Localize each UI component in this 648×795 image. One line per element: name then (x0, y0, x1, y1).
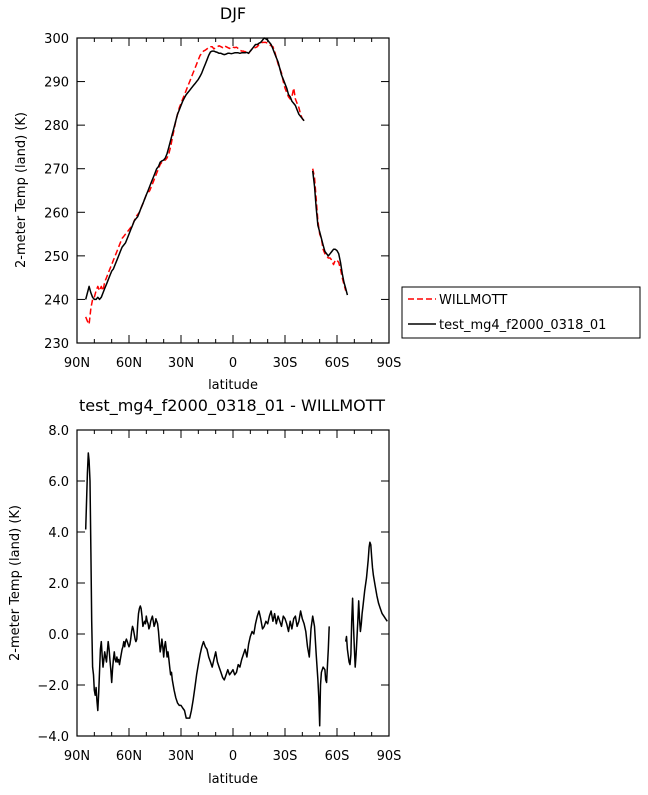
top-x-tick-label: 60N (116, 356, 142, 371)
bottom-x-tick-label: 30S (273, 749, 298, 764)
bottom-x-tick-labels: 90N 60N 30N 0 30S 60S 90S (64, 749, 402, 764)
bottom-series-0-segment-0 (84, 452, 330, 727)
top-series-1-segment-1 (311, 170, 349, 296)
bottom-y-tick-labels: −4.0 −2.0 0.0 2.0 4.0 6.0 8.0 (37, 424, 69, 745)
bottom-y-tick-label: 0.0 (48, 628, 69, 643)
bottom-plot-frame (76, 429, 390, 737)
top-y-tick-label: 230 (44, 337, 69, 352)
legend-label-model: test_mg4_f2000_0318_01 (439, 318, 606, 333)
top-y-tick-label: 270 (44, 163, 69, 178)
bottom-x-tick-label: 90S (377, 749, 402, 764)
top-x-tick-label: 60S (325, 356, 350, 371)
legend-label-willmott: WILLMOTT (439, 293, 507, 308)
top-x-tick-label: 30N (168, 356, 194, 371)
legend-box (401, 286, 641, 339)
top-y-tick-label: 260 (44, 206, 69, 221)
bottom-y-axis-label: 2-meter Temp (land) (K) (8, 505, 23, 661)
bottom-plot-lines (84, 452, 388, 727)
legend: WILLMOTT test_mg4_f2000_0318_01 (401, 286, 641, 339)
top-panel: DJF 90N 60N 30N 0 30S 60S 90S 2302402502602702… (14, 4, 401, 393)
top-x-tick-labels: 90N 60N 30N 0 30S 60S 90S (64, 356, 402, 371)
bottom-y-tick-label: 8.0 (48, 424, 69, 439)
bottom-y-tick-label: 6.0 (48, 475, 69, 490)
bottom-x-tick-label: 0 (229, 749, 237, 764)
top-ticks (76, 37, 390, 344)
bottom-x-tick-label: 60S (325, 749, 350, 764)
top-y-tick-label: 280 (44, 119, 69, 134)
bottom-y-tick-label: −2.0 (37, 679, 69, 694)
top-x-tick-label: 90S (377, 356, 402, 371)
bottom-chart-title: test_mg4_f2000_0318_01 - WILLMOTT (79, 396, 385, 416)
bottom-x-tick-label: 90N (64, 749, 90, 764)
top-y-tick-label: 250 (44, 250, 69, 265)
bottom-x-axis-label: latitude (208, 772, 258, 787)
bottom-x-tick-label: 30N (168, 749, 194, 764)
top-x-tick-label: 0 (229, 356, 237, 371)
top-y-tick-label: 290 (44, 76, 69, 91)
top-y-tick-labels: 230 240 250 260 270 280 290 300 (44, 32, 69, 352)
top-chart-title: DJF (220, 4, 246, 23)
bottom-y-tick-label: 2.0 (48, 577, 69, 592)
bottom-series-0-segment-1 (344, 541, 388, 668)
top-plot-frame (76, 37, 390, 344)
bottom-panel: test_mg4_f2000_0318_01 - WILLMOTT 90N 60N… (8, 396, 401, 787)
top-x-tick-label: 90N (64, 356, 90, 371)
top-y-tick-label: 300 (44, 32, 69, 47)
top-y-axis-label: 2-meter Temp (land) (K) (14, 112, 29, 268)
top-series-1-segment-0 (84, 37, 305, 301)
top-x-axis-label: latitude (208, 378, 258, 393)
bottom-y-tick-label: −4.0 (37, 730, 69, 745)
bottom-ticks (76, 429, 390, 737)
top-series-0-segment-0 (85, 41, 305, 326)
top-y-tick-label: 240 (44, 293, 69, 308)
top-series-0-segment-1 (311, 168, 347, 291)
bottom-x-tick-label: 60N (116, 749, 142, 764)
bottom-y-tick-label: 4.0 (48, 526, 69, 541)
top-plot-lines (84, 37, 349, 326)
top-x-tick-label: 30S (273, 356, 298, 371)
